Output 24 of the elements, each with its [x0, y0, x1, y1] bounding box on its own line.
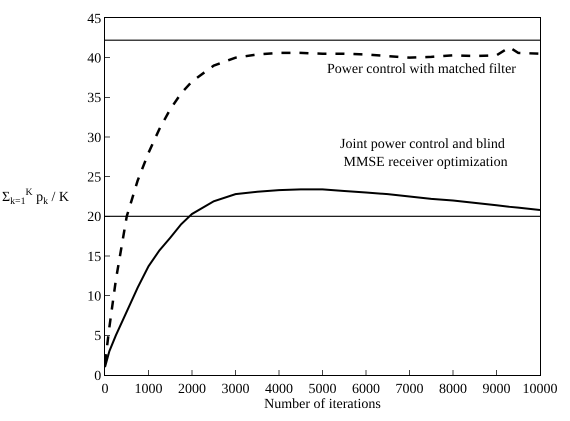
y-tick-label: 35 [87, 91, 102, 106]
x-tick-label: 4000 [265, 382, 293, 397]
series-label: Joint power control and blind MMSE receiver optimization [340, 137, 508, 170]
x-tick-label: 5000 [308, 382, 336, 397]
y-tick-label: 40 [87, 52, 102, 67]
x-tick-label: 1000 [134, 382, 162, 397]
y-tick-label: 45 [87, 12, 102, 27]
y-tick-label: 15 [87, 250, 102, 265]
y-tick-label: 25 [87, 170, 102, 186]
x-axis-title: Number of iterations [264, 397, 381, 412]
y-axis-title: Σ$_{k=1}$$^{K}$ p$_{k}$ / K [2, 187, 69, 207]
x-tick-label: 9000 [482, 382, 510, 397]
y-tick-label: 5 [94, 329, 102, 344]
series-label: Power control with matched filter [327, 62, 516, 77]
y-tick-label: 20 [87, 210, 102, 226]
y-tick-label: 30 [87, 130, 102, 146]
x-tick-label: 10000 [522, 382, 558, 397]
x-tick-label: 8000 [439, 382, 467, 397]
x-tick-label: 3000 [222, 382, 250, 397]
x-tick-label: 7000 [396, 382, 424, 397]
x-tick-label: 2000 [178, 382, 206, 397]
x-tick-label: 6000 [352, 382, 380, 397]
y-tick-label: 10 [87, 290, 102, 305]
y-tick-label: 0 [94, 368, 102, 384]
